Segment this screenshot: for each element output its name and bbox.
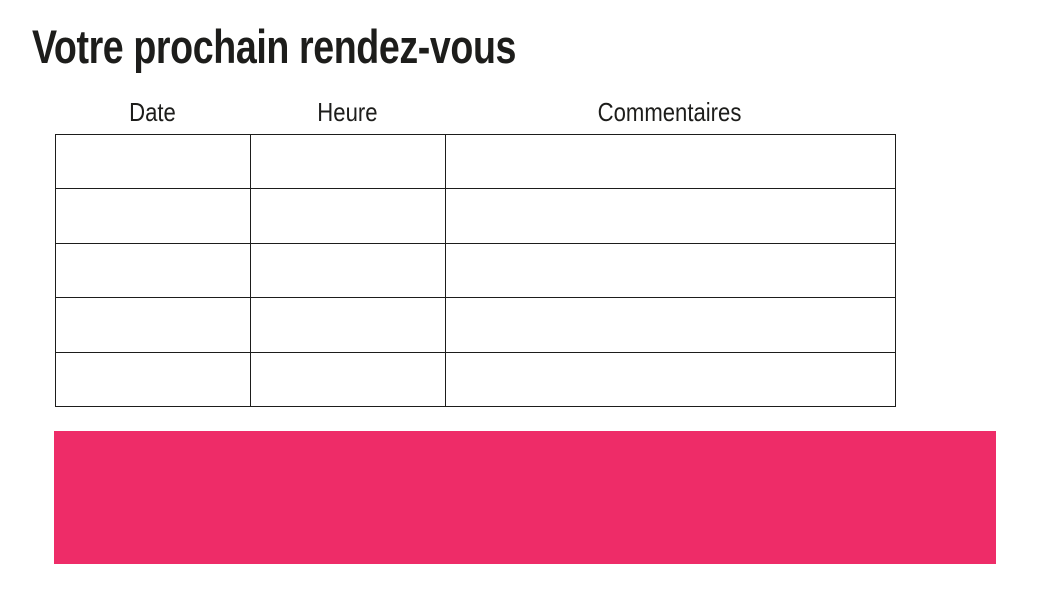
column-header-heure-label: Heure xyxy=(317,96,378,127)
appointments-table xyxy=(55,133,896,408)
table-cell xyxy=(55,133,251,190)
table-row xyxy=(55,188,896,244)
table-cell xyxy=(55,351,251,408)
table-column-headers: Date Heure Commentaires xyxy=(55,90,895,128)
table-row xyxy=(55,297,896,353)
table-row xyxy=(55,242,896,299)
table-cell xyxy=(55,297,251,353)
table-cell xyxy=(250,188,446,244)
table-cell xyxy=(445,133,896,190)
table-cell xyxy=(55,188,251,244)
page-title: Votre prochain rendez-vous xyxy=(32,20,517,73)
table-cell xyxy=(445,351,896,408)
column-header-commentaires: Commentaires xyxy=(445,96,895,129)
table-cell xyxy=(250,133,446,190)
table-cell xyxy=(445,188,896,244)
appointments-table-body xyxy=(55,133,896,408)
table-cell xyxy=(445,242,896,299)
table-cell xyxy=(250,242,446,299)
column-header-date-label: Date xyxy=(129,96,176,127)
highlight-banner xyxy=(54,431,996,564)
table-row xyxy=(55,133,896,190)
table-cell xyxy=(250,297,446,353)
table-row xyxy=(55,351,896,408)
column-header-heure: Heure xyxy=(250,96,445,129)
table-cell xyxy=(250,351,446,408)
column-header-date: Date xyxy=(55,96,250,129)
table-cell xyxy=(55,242,251,299)
column-header-commentaires-label: Commentaires xyxy=(598,96,742,127)
table-cell xyxy=(445,297,896,353)
